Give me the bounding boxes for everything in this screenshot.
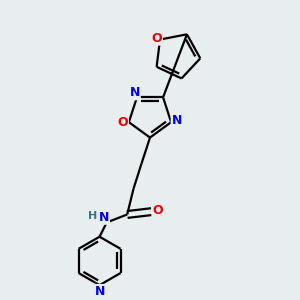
Text: O: O: [151, 32, 162, 45]
Text: O: O: [117, 116, 128, 129]
Text: N: N: [130, 86, 140, 99]
Text: N: N: [99, 211, 109, 224]
Text: N: N: [172, 114, 182, 127]
Text: N: N: [94, 285, 105, 298]
Text: H: H: [88, 211, 98, 221]
Text: O: O: [152, 204, 163, 217]
